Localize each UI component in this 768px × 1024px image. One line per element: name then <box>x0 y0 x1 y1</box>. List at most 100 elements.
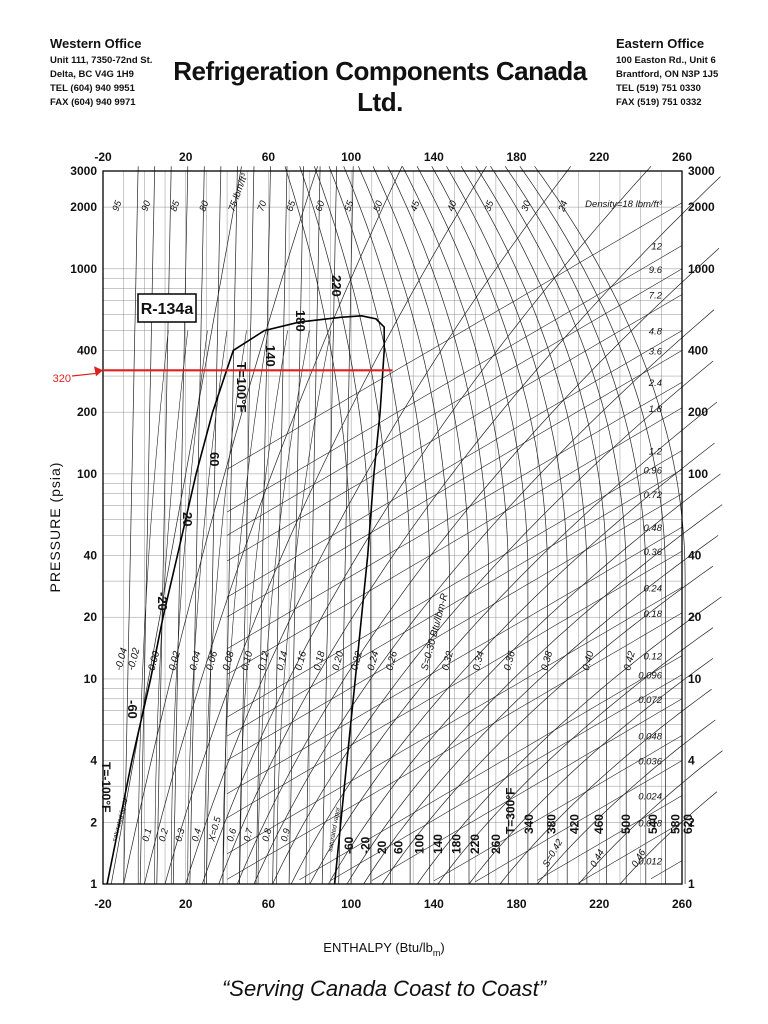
top-curve-label: 60 <box>313 199 327 213</box>
entropy-label: 0.02 <box>167 650 183 672</box>
density-label: Density=18 lbm/ft³ <box>585 199 663 210</box>
y-tick-label-left: 20 <box>84 610 98 624</box>
y-tick-label-right: 10 <box>688 672 702 686</box>
y-tick-label-left: 1000 <box>70 262 97 276</box>
bottom-entropy-label: S=0.42 <box>541 837 566 869</box>
isentrope-curve <box>164 166 487 885</box>
isentrope-curve <box>328 473 721 885</box>
isotherm-curve <box>431 166 548 884</box>
liquid-isotherm-curve <box>123 166 139 885</box>
isotherm-curve <box>416 166 529 884</box>
bottom-temperature-label: -60 <box>342 836 356 854</box>
top-curve-label: 95 <box>110 199 124 213</box>
isochore-curve <box>226 450 683 718</box>
liquid-isotherm-curve <box>172 166 189 885</box>
bottom-entropy-label: 0.44 <box>588 848 607 870</box>
y-tick-label-left: 4 <box>90 754 97 768</box>
density-label: 1.2 <box>649 447 663 458</box>
y-tick-label-right: 1 <box>688 877 695 891</box>
entropy-label: 0.06 <box>205 650 221 672</box>
y-tick-label-right: 1000 <box>688 262 715 276</box>
saturation-dome-line <box>106 314 386 885</box>
western-office-address-2: Delta, BC V4G 1H9 <box>50 69 134 80</box>
isentrope-curve <box>290 401 718 885</box>
bottom-temperature-label: -20 <box>359 836 373 854</box>
y-tick-label-left: 400 <box>77 343 97 357</box>
isentrope-curve <box>363 535 719 885</box>
isochore-curve <box>226 350 683 618</box>
x-tick-label-top: 20 <box>179 150 193 164</box>
quality-line <box>276 330 332 884</box>
annotation-label: 320 <box>53 373 71 385</box>
eastern-office-address-1: 100 Easton Rd., Unit 6 <box>616 55 716 66</box>
entropy-label: 0.36 <box>502 650 518 672</box>
y-tick-label-right: 2000 <box>688 200 715 214</box>
liquid-isotherm-curve <box>139 166 156 885</box>
top-curve-label: 24 <box>556 199 570 214</box>
x-tick-label-bottom: 140 <box>424 897 444 911</box>
density-label: 0.012 <box>638 857 662 868</box>
y-tick-label-right: 200 <box>688 405 708 419</box>
entropy-label: 0.32 <box>440 650 456 672</box>
isentrope-curve <box>437 627 714 885</box>
entropy-label: 0.04 <box>188 650 204 672</box>
x-tick-label-bottom: 260 <box>672 897 692 911</box>
x-tick-label-bottom: -20 <box>94 897 112 911</box>
tagline: “Serving Canada Coast to Coast” <box>221 976 547 1001</box>
bottom-temperature-label: 20 <box>375 840 389 854</box>
x-tick-label-bottom: 180 <box>507 897 527 911</box>
entropy-label: 0.12 <box>256 650 272 672</box>
plot-frame <box>102 170 683 885</box>
isotherm-curve <box>343 166 431 884</box>
quality-line <box>257 330 310 884</box>
top-curve-label: 50 <box>371 199 385 213</box>
bottom-temperature-label: 140 <box>431 834 445 854</box>
quality-label: X=0.5 <box>206 815 224 844</box>
x-tick-label-top: 260 <box>672 150 692 164</box>
isentrope-curve <box>185 166 571 885</box>
isotherm-curve <box>358 166 450 884</box>
density-label: 0.36 <box>644 547 663 558</box>
annotation-arrowhead <box>94 366 103 377</box>
side-temperature-label: 220 <box>329 275 344 297</box>
density-label: 2.4 <box>648 378 662 389</box>
side-temperature-label: -60 <box>125 700 140 719</box>
annotation-320-line: 320 <box>53 366 393 385</box>
eastern-office-address-2: Brantford, ON N3P 1J5 <box>616 69 719 80</box>
quality-line <box>222 330 269 885</box>
left-bottom-temp-label: T=-100°F <box>99 762 113 812</box>
side-temperature-label: -20 <box>155 592 170 611</box>
quality-line <box>204 330 247 884</box>
entropy-label: 0.10 <box>240 650 256 672</box>
top-curve-label: 80 <box>197 199 211 213</box>
y-tick-label-right: 3000 <box>688 164 715 178</box>
eastern-office-block: Eastern Office 100 Easton Rd., Unit 6 Br… <box>616 36 718 110</box>
western-office-fax: FAX (604) 940 9971 <box>50 97 136 108</box>
isotherm-curve <box>519 166 666 884</box>
density-label: 7.2 <box>649 290 663 301</box>
y-tick-label-right: 400 <box>688 343 708 357</box>
isotherm-curve <box>446 166 568 884</box>
x-tick-label-bottom: 220 <box>589 897 609 911</box>
isochore-curve <box>226 493 683 761</box>
side-temperature-label: 180 <box>293 310 308 332</box>
top-curve-label: 70 <box>255 199 269 213</box>
isochore-curve <box>299 655 683 880</box>
y-tick-label-left: 2000 <box>70 200 97 214</box>
western-office-title: Western Office <box>50 36 142 51</box>
isentrope-curve <box>272 360 714 885</box>
isochore-curve <box>226 407 683 675</box>
entropy-label: 0.26 <box>384 650 400 672</box>
entropy-label: 0.20 <box>331 650 347 672</box>
x-tick-label-top: 220 <box>589 150 609 164</box>
bottom-temperature-label: 580 <box>669 814 683 834</box>
isotherm-curve <box>387 166 490 884</box>
quality-label: 0.8 <box>260 827 274 843</box>
annotation-leader <box>71 372 98 377</box>
isentrope-curve <box>309 442 715 885</box>
density-label: 0.12 <box>644 652 663 663</box>
y-tick-label-right: 2 <box>688 815 695 829</box>
density-label: 0.036 <box>638 757 662 768</box>
isochore-curve <box>537 795 683 881</box>
